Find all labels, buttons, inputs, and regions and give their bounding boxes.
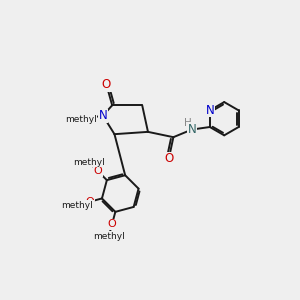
Text: N: N xyxy=(188,123,196,136)
Text: N: N xyxy=(99,109,107,122)
Text: O: O xyxy=(85,197,94,207)
Text: methyl: methyl xyxy=(93,232,125,241)
Text: N: N xyxy=(206,104,214,117)
Text: O: O xyxy=(164,152,173,165)
Text: O: O xyxy=(94,166,102,176)
Text: methyl: methyl xyxy=(61,200,93,209)
Text: methyl: methyl xyxy=(73,158,105,167)
Text: O: O xyxy=(102,78,111,91)
Text: methyl: methyl xyxy=(65,115,97,124)
Text: O: O xyxy=(108,219,116,229)
Text: H: H xyxy=(184,118,192,128)
